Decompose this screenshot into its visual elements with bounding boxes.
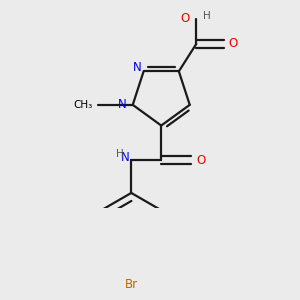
- Text: N: N: [118, 98, 127, 111]
- Text: Br: Br: [125, 278, 138, 291]
- Text: O: O: [197, 154, 206, 167]
- Text: H: H: [116, 149, 124, 159]
- Text: O: O: [229, 38, 238, 50]
- Text: CH₃: CH₃: [74, 100, 93, 110]
- Text: N: N: [121, 152, 130, 164]
- Text: H: H: [202, 11, 210, 21]
- Text: O: O: [181, 12, 190, 26]
- Text: N: N: [132, 61, 141, 74]
